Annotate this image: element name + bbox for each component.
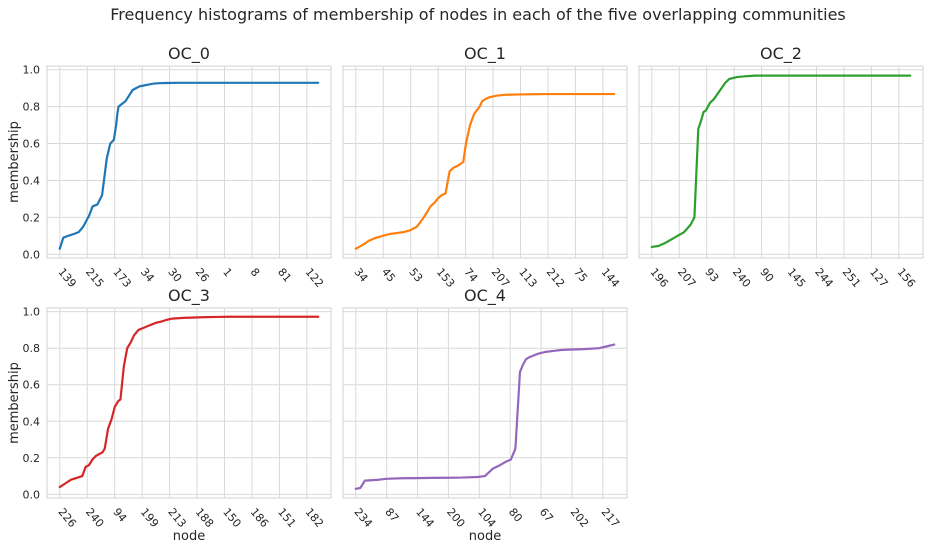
x-tick-label: 202 (568, 506, 591, 530)
x-tick-label: 234 (351, 506, 374, 530)
x-tick-label: 200 (444, 506, 467, 530)
x-tick-label: 1 (220, 266, 234, 280)
x-tick-label: 212 (544, 266, 567, 290)
x-tick-label: 113 (516, 266, 539, 290)
x-tick-label: 75 (571, 266, 590, 285)
x-tick-label: 34 (351, 266, 370, 285)
subplot-title: OC_1 (464, 44, 506, 64)
series-line (354, 92, 616, 250)
x-tick-label: 80 (506, 506, 525, 525)
subplot-title: OC_0 (168, 44, 210, 64)
subplot-title: OC_4 (464, 286, 506, 306)
y-axis-label: membership (7, 362, 22, 444)
x-tick-label: 144 (413, 506, 436, 530)
x-tick-label: 153 (434, 266, 457, 290)
x-tick-label: 144 (599, 266, 622, 290)
x-tick-label: 215 (83, 266, 106, 290)
series-line (58, 315, 320, 489)
x-tick-label: 182 (303, 506, 326, 530)
x-tick-label: 67 (537, 506, 556, 525)
plot-area (638, 65, 924, 259)
x-tick-label: 81 (275, 266, 294, 285)
y-axis-label: membership (7, 121, 22, 203)
x-tick-label: 156 (895, 266, 918, 290)
x-tick-label: 240 (83, 506, 106, 530)
x-tick-label: 240 (730, 266, 753, 290)
y-tick-label: 1.0 (23, 64, 41, 77)
x-tick-label: 188 (193, 506, 216, 530)
x-tick-label: 30 (165, 266, 184, 285)
x-tick-label: 173 (110, 266, 133, 290)
x-tick-label: 93 (702, 266, 721, 285)
series-line (650, 74, 912, 249)
series-line (354, 343, 616, 490)
y-tick-label: 0.4 (23, 174, 41, 187)
plot-area (342, 65, 628, 259)
x-tick-label: 90 (757, 266, 776, 285)
x-tick-label: 207 (675, 266, 698, 290)
x-tick-label: 150 (220, 506, 243, 530)
chart-panel-2: 196 207 93 240 90 145 244 251 127 156 OC_2 (638, 44, 924, 290)
figure-title: Frequency histograms of membership of no… (110, 5, 846, 24)
x-tick-label: 196 (647, 266, 670, 290)
x-tick-label: 226 (55, 506, 78, 530)
x-tick-label: 217 (599, 506, 622, 530)
x-tick-label: 8 (248, 266, 262, 280)
y-tick-label: 0.0 (23, 248, 41, 261)
x-tick-label: 244 (812, 266, 835, 290)
y-tick-label: 0.8 (23, 101, 41, 114)
y-tick-label: 0.2 (23, 211, 41, 224)
x-tick-label: 127 (867, 266, 890, 290)
x-tick-label: 53 (406, 266, 425, 285)
plot-area (46, 307, 332, 499)
y-tick-label: 0.6 (23, 379, 41, 392)
x-axis-label: node (173, 529, 205, 544)
x-tick-label: 145 (785, 266, 808, 290)
x-tick-label: 251 (840, 266, 863, 290)
x-tick-label: 26 (193, 266, 212, 285)
plot-area (46, 65, 332, 259)
x-tick-label: 213 (165, 506, 188, 530)
plot-area (342, 307, 628, 499)
x-tick-label: 186 (248, 506, 271, 530)
y-tick-label: 0.4 (23, 415, 41, 428)
y-tick-label: 1.0 (23, 306, 41, 319)
x-tick-label: 151 (275, 506, 298, 530)
x-axis-label: node (469, 529, 501, 544)
x-tick-label: 104 (475, 506, 498, 530)
x-tick-label: 87 (382, 506, 401, 525)
x-tick-label: 74 (461, 266, 480, 285)
x-tick-label: 45 (379, 266, 398, 285)
y-tick-label: 0.6 (23, 138, 41, 151)
x-tick-label: 139 (55, 266, 78, 290)
subplot-title: OC_3 (168, 286, 210, 306)
chart-panel-0: 0.0 0.2 0.4 0.6 0.8 1.0 139 215 173 34 30 26 1 8 81 122… (7, 44, 332, 290)
y-tick-label: 0.0 (23, 488, 41, 501)
x-tick-label: 34 (138, 266, 157, 285)
x-tick-label: 199 (138, 506, 161, 530)
x-tick-label: 94 (110, 506, 129, 525)
subplot-title: OC_2 (760, 44, 802, 64)
series-line (58, 81, 320, 250)
y-tick-label: 0.2 (23, 452, 41, 465)
x-tick-label: 122 (303, 266, 326, 290)
y-tick-label: 0.8 (23, 342, 41, 355)
